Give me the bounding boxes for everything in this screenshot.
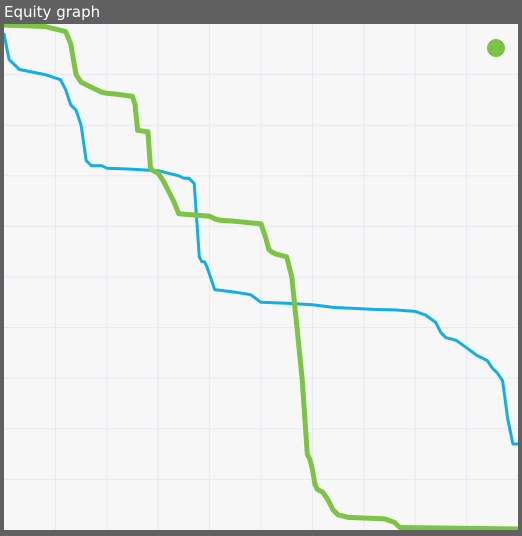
equity-chart (4, 24, 518, 530)
plot-area (4, 24, 518, 530)
chart-series (4, 24, 518, 530)
series-line-1 (4, 32, 518, 446)
legend-marker (487, 39, 505, 57)
chart-grid (4, 24, 518, 530)
series-line-2 (4, 24, 518, 530)
window-title: Equity graph (0, 0, 522, 24)
chart-legend (487, 39, 505, 57)
